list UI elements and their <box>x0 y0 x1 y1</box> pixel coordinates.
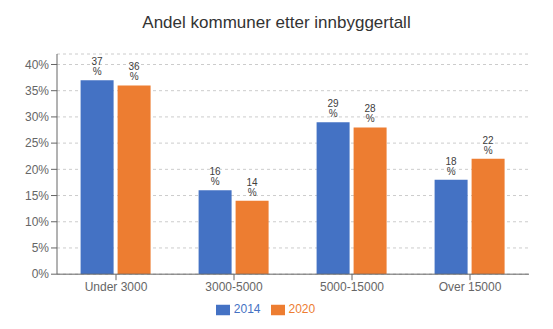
svg-text:25%: 25% <box>25 136 49 150</box>
svg-text:35%: 35% <box>25 84 49 98</box>
svg-text:Under 3000: Under 3000 <box>85 280 148 294</box>
svg-text:14%: 14% <box>247 177 259 198</box>
svg-text:16%: 16% <box>210 166 222 187</box>
svg-text:10%: 10% <box>25 215 49 229</box>
svg-text:36%: 36% <box>129 61 141 82</box>
svg-text:Over 15000: Over 15000 <box>439 280 502 294</box>
svg-text:3000-5000: 3000-5000 <box>205 280 263 294</box>
svg-text:18%: 18% <box>446 156 458 177</box>
svg-text:15%: 15% <box>25 189 49 203</box>
svg-text:30%: 30% <box>25 110 49 124</box>
svg-text:28%: 28% <box>365 103 377 124</box>
svg-text:20%: 20% <box>25 163 49 177</box>
svg-text:22%: 22% <box>483 135 495 156</box>
html-text:Andel kommuner etter innbygger: Andel kommuner etter innbyggertall <box>142 13 411 32</box>
svg-text:0%: 0% <box>32 267 50 281</box>
html-text:2014: 2014 <box>233 302 261 317</box>
svg-text:37%: 37% <box>92 56 104 77</box>
svg-text:40%: 40% <box>25 58 49 72</box>
svg-text:5000-15000: 5000-15000 <box>320 280 384 294</box>
svg-text:5%: 5% <box>32 241 50 255</box>
html-text:2020: 2020 <box>288 302 316 317</box>
svg-text:29%: 29% <box>328 98 340 119</box>
